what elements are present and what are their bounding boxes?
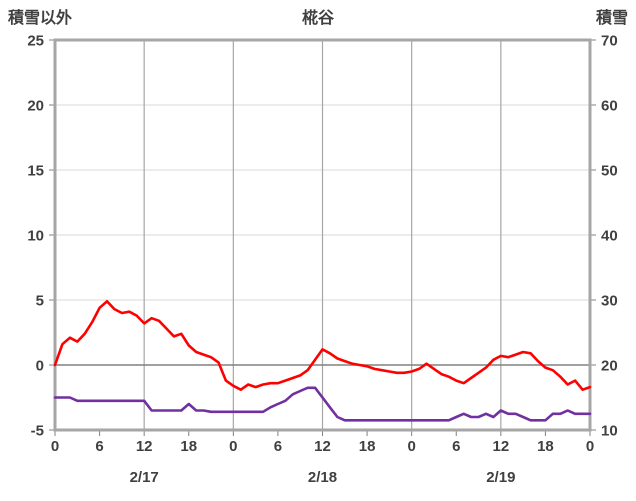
right-axis-tick-label: 30 (601, 293, 618, 310)
x-axis-day-label: 2/19 (486, 469, 515, 486)
right-axis-tick-label: 60 (601, 98, 618, 115)
left-axis-tick-label: 15 (27, 163, 44, 180)
right-axis-tick-label: 70 (601, 33, 618, 50)
left-axis-tick-label: 5 (36, 293, 44, 310)
left-axis-tick-label: 0 (36, 358, 44, 375)
x-axis-hour-label: 0 (586, 438, 594, 455)
x-axis-hour-label: 18 (180, 438, 197, 455)
plot-border (53, 38, 592, 432)
right-axis-tick-label: 40 (601, 228, 618, 245)
x-axis-hour-label: 6 (95, 438, 103, 455)
x-axis-hour-label: 12 (492, 438, 509, 455)
left-axis-tick-label: 25 (27, 33, 44, 50)
x-axis-hour-label: 18 (537, 438, 554, 455)
x-axis-hour-label: 0 (407, 438, 415, 455)
x-axis-hour-label: 12 (314, 438, 331, 455)
right-axis-tick-label: 50 (601, 163, 618, 180)
x-axis-hour-label: 12 (136, 438, 153, 455)
chart-title: 椛谷 (301, 10, 334, 27)
x-axis-hour-label: 0 (51, 438, 59, 455)
x-axis-hour-label: 0 (229, 438, 237, 455)
right-axis-title: 積雪 (595, 10, 628, 27)
left-axis-tick-label: -5 (31, 423, 44, 440)
x-axis-hour-label: 6 (452, 438, 460, 455)
right-axis-tick-label: 20 (601, 358, 618, 375)
left-axis-title: 積雪以外 (8, 10, 73, 27)
left-axis-tick-label: 20 (27, 98, 44, 115)
right-axis-tick-label: 10 (601, 423, 618, 440)
x-axis-hour-label: 6 (274, 438, 282, 455)
series-line-left-axis (53, 299, 592, 392)
left-axis-tick-label: 10 (27, 228, 44, 245)
x-axis-day-label: 2/17 (130, 469, 159, 486)
x-axis-hour-label: 18 (359, 438, 376, 455)
x-axis-day-label: 2/18 (308, 469, 337, 486)
series-line-right-axis (53, 386, 592, 422)
